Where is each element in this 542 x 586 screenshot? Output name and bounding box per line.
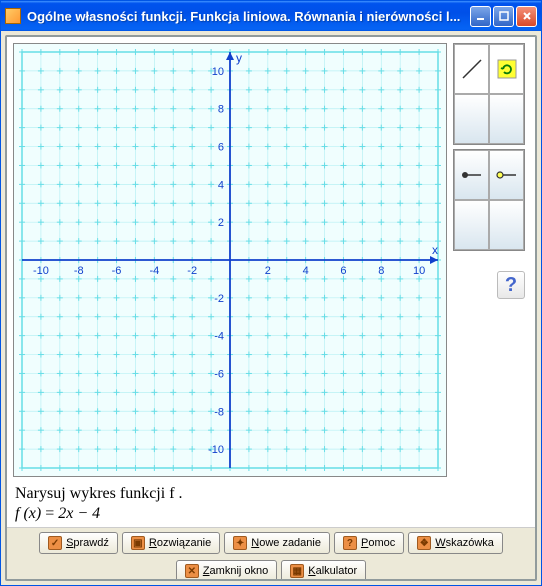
svg-text:-8: -8 xyxy=(74,265,84,277)
new-task-icon: ✦ xyxy=(233,536,247,550)
svg-text:6: 6 xyxy=(340,265,346,277)
svg-text:-6: -6 xyxy=(112,265,122,277)
tool-line[interactable] xyxy=(454,44,489,94)
maximize-button[interactable] xyxy=(493,6,514,27)
formula-lhs: f (x) xyxy=(15,505,41,522)
new-task-button[interactable]: ✦ Nowe zadanie xyxy=(224,532,330,554)
tool-panel: ? xyxy=(453,43,525,477)
app-window: Ogólne własności funkcji. Funkcja liniow… xyxy=(0,0,542,586)
button-row-2: ✕ Zamknij okno ▦ Kalkulator xyxy=(7,558,535,581)
task-instruction: Narysuj wykres funkcji f . xyxy=(7,483,535,505)
close-button[interactable] xyxy=(516,6,537,27)
tool-empty-2[interactable] xyxy=(489,94,524,144)
new-task-label: Nowe zadanie xyxy=(251,537,321,549)
calculator-icon: ▦ xyxy=(290,564,304,578)
svg-text:y: y xyxy=(236,51,242,65)
graph-svg: -10 -8 -6 -4 -2 2 4 6 8 10 -10 -8 -6 -4 -2 2 4 6 8 10 x y xyxy=(14,44,446,476)
svg-text:2: 2 xyxy=(218,217,224,229)
svg-text:4: 4 xyxy=(218,179,224,191)
check-button[interactable]: ✓ Sprawdź xyxy=(39,532,118,554)
svg-text:-6: -6 xyxy=(214,368,224,380)
graph-canvas[interactable]: -10 -8 -6 -4 -2 2 4 6 8 10 -10 -8 -6 -4 -2 2 4 6 8 10 x y xyxy=(13,43,447,477)
close-window-icon: ✕ xyxy=(185,564,199,578)
svg-text:8: 8 xyxy=(378,265,384,277)
context-help-button[interactable]: ? xyxy=(497,271,525,299)
svg-text:-2: -2 xyxy=(214,293,224,305)
tool-endpoint-closed[interactable] xyxy=(454,150,489,200)
titlebar[interactable]: Ogólne własności funkcji. Funkcja liniow… xyxy=(1,1,541,31)
hint-label: Wskazówka xyxy=(435,537,494,549)
task-formula: f (x) = 2x − 4 xyxy=(7,505,535,527)
tool-empty-3[interactable] xyxy=(454,200,489,250)
svg-text:8: 8 xyxy=(218,104,224,116)
main-row: -10 -8 -6 -4 -2 2 4 6 8 10 -10 -8 -6 -4 -2 2 4 6 8 10 x y xyxy=(7,37,535,483)
svg-text:-10: -10 xyxy=(208,444,224,456)
tool-empty-1[interactable] xyxy=(454,94,489,144)
app-icon xyxy=(5,8,21,24)
check-icon: ✓ xyxy=(48,536,62,550)
svg-text:-4: -4 xyxy=(214,331,224,343)
tool-grid-2 xyxy=(453,149,525,251)
close-window-label: Zamknij okno xyxy=(203,565,268,577)
help-label: Pomoc xyxy=(361,537,395,549)
svg-text:4: 4 xyxy=(303,265,309,277)
formula-eq: = xyxy=(45,505,54,522)
close-window-button[interactable]: ✕ Zamknij okno xyxy=(176,560,277,581)
calculator-button[interactable]: ▦ Kalkulator xyxy=(281,560,366,581)
window-buttons xyxy=(470,6,537,27)
hint-button[interactable]: ❖ Wskazówka xyxy=(408,532,503,554)
help-button[interactable]: ? Pomoc xyxy=(334,532,404,554)
svg-text:x: x xyxy=(432,243,438,257)
button-row-1: ✓ Sprawdź ▣ Rozwiązanie ✦ Nowe zadanie ?… xyxy=(7,527,535,558)
window-title: Ogólne własności funkcji. Funkcja liniow… xyxy=(27,9,470,24)
check-label: Sprawdź xyxy=(66,537,109,549)
svg-text:6: 6 xyxy=(218,142,224,154)
content-area: -10 -8 -6 -4 -2 2 4 6 8 10 -10 -8 -6 -4 -2 2 4 6 8 10 x y xyxy=(5,35,537,581)
hint-icon: ❖ xyxy=(417,536,431,550)
svg-text:-10: -10 xyxy=(33,265,49,277)
tool-refresh[interactable] xyxy=(489,44,524,94)
svg-text:10: 10 xyxy=(212,66,224,78)
svg-text:-8: -8 xyxy=(214,406,224,418)
tool-grid-1 xyxy=(453,43,525,145)
minimize-button[interactable] xyxy=(470,6,491,27)
formula-rhs: 2x − 4 xyxy=(58,505,100,522)
svg-text:10: 10 xyxy=(413,265,425,277)
tool-endpoint-open[interactable] xyxy=(489,150,524,200)
solution-icon: ▣ xyxy=(131,536,145,550)
help-icon: ? xyxy=(343,536,357,550)
solution-button[interactable]: ▣ Rozwiązanie xyxy=(122,532,220,554)
calculator-label: Kalkulator xyxy=(308,565,357,577)
svg-text:-2: -2 xyxy=(187,265,197,277)
tool-empty-4[interactable] xyxy=(489,200,524,250)
svg-text:-4: -4 xyxy=(149,265,159,277)
svg-text:2: 2 xyxy=(265,265,271,277)
solution-label: Rozwiązanie xyxy=(149,537,211,549)
